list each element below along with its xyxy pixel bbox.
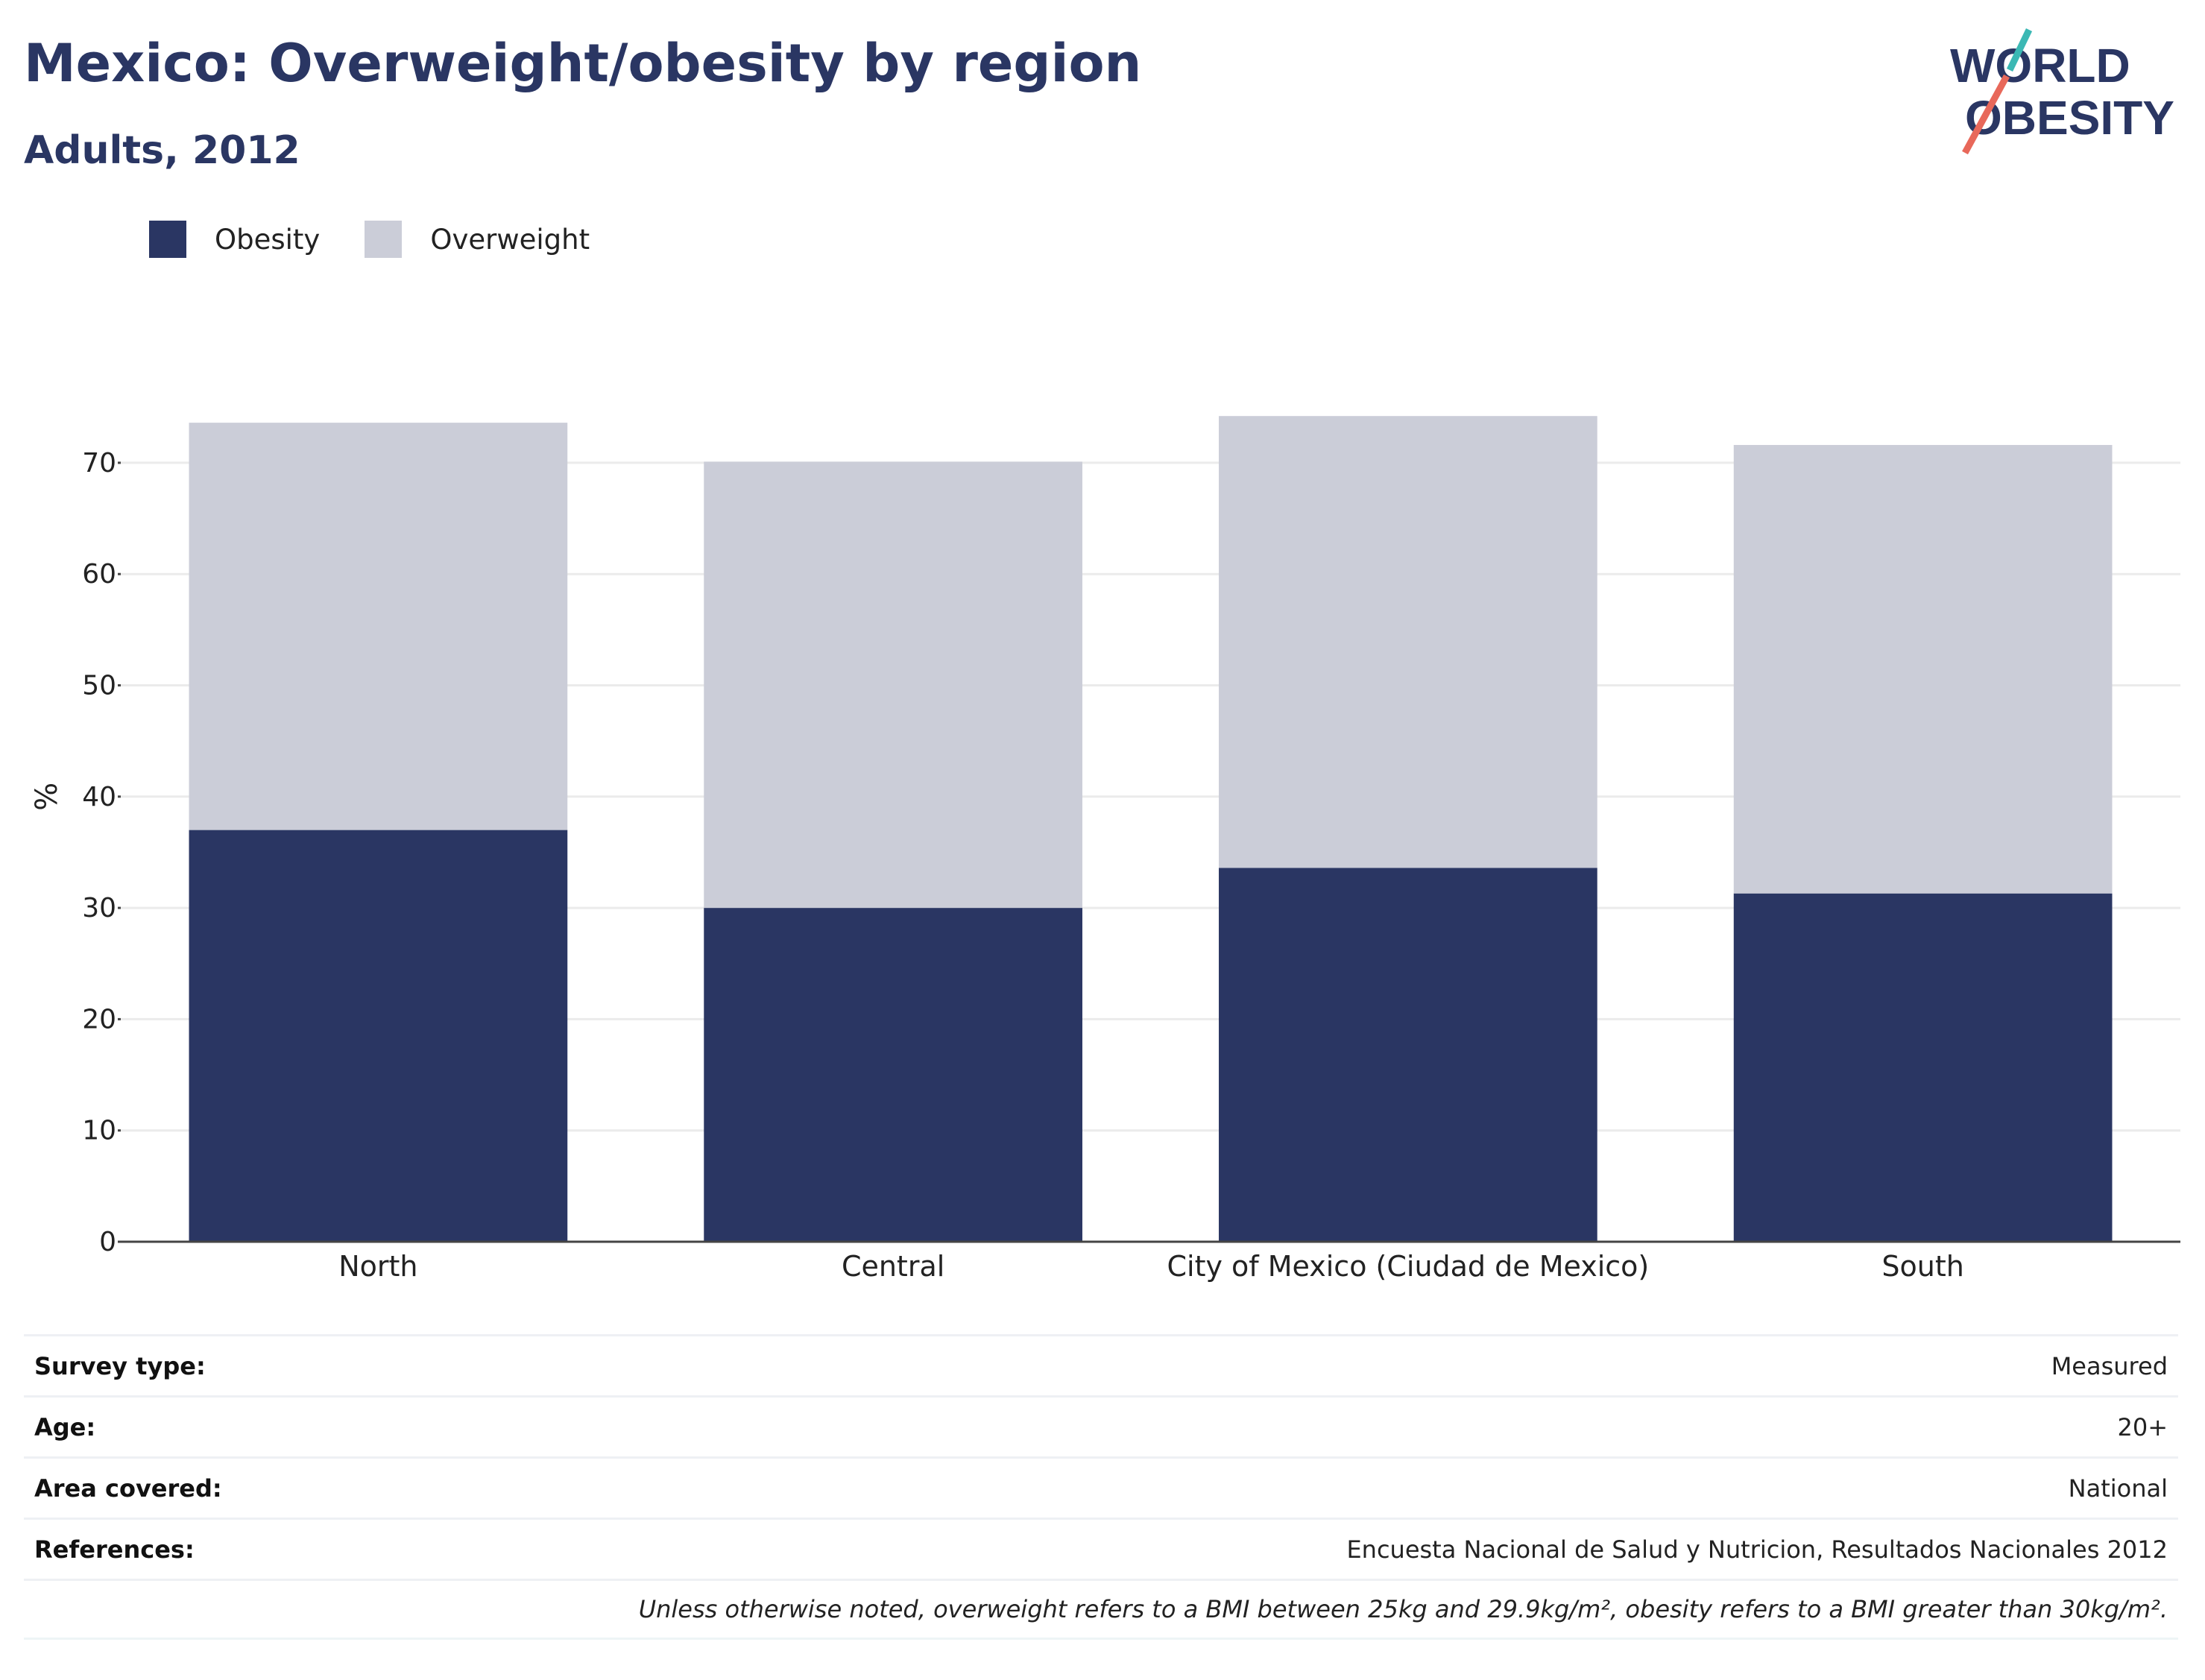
- y-tick-label: 40: [82, 782, 116, 812]
- meta-row-note: Unless otherwise noted, overweight refer…: [24, 1579, 2178, 1640]
- legend-label-obesity: Obesity: [215, 223, 321, 256]
- x-tick-label: Central: [842, 1250, 944, 1283]
- world-obesity-logo: WORLD OBESITY: [1950, 28, 2174, 155]
- y-axis-label: %: [30, 783, 64, 811]
- logo-slash-teal: [2006, 28, 2033, 72]
- meta-row-references: References: Encuesta Nacional de Salud y…: [24, 1518, 2178, 1579]
- definition-note: Unless otherwise noted, overweight refer…: [638, 1595, 2168, 1623]
- meta-value: National: [2068, 1474, 2168, 1503]
- bar-overweight-1: [704, 461, 1082, 909]
- y-tick-label: 50: [82, 671, 116, 701]
- y-tick-label: 30: [82, 893, 116, 923]
- meta-value: 20+: [2117, 1412, 2168, 1441]
- meta-row-survey-type: Survey type: Measured: [24, 1334, 2178, 1395]
- legend-swatch-obesity: [149, 221, 186, 258]
- meta-label: References:: [34, 1535, 195, 1564]
- y-tick-label: 10: [82, 1116, 116, 1146]
- bar-obesity-2: [1219, 868, 1597, 1242]
- chart-subtitle: Adults, 2012: [24, 128, 300, 173]
- y-tick-label: 20: [82, 1004, 116, 1035]
- legend-item-overweight[interactable]: Overweight: [365, 221, 590, 258]
- logo-slash-coral: [1962, 74, 2010, 155]
- metadata-table: Survey type: Measured Age: 20+ Area cove…: [24, 1334, 2178, 1640]
- bar-obesity-3: [1733, 893, 2113, 1242]
- chart-legend: Obesity Overweight: [149, 221, 634, 258]
- meta-row-age: Age: 20+: [24, 1395, 2178, 1456]
- meta-value: Encuesta Nacional de Salud y Nutricion, …: [1346, 1535, 2168, 1564]
- bar-overweight-3: [1733, 445, 2113, 894]
- stacked-bar-chart: 0 10 20 30 40 50 60 70% North Central City of Mexi…: [30, 416, 2180, 1283]
- legend-swatch-overweight: [365, 221, 403, 258]
- logo-line-1: WORLD: [1950, 39, 2130, 92]
- legend-label-overweight: Overweight: [430, 223, 590, 256]
- logo-line-2: OBESITY: [1965, 91, 2174, 145]
- bar-obesity-1: [704, 908, 1082, 1242]
- x-tick-label: North: [338, 1250, 417, 1283]
- meta-label: Age:: [34, 1412, 96, 1441]
- meta-row-area-covered: Area covered: National: [24, 1456, 2178, 1518]
- meta-label: Survey type:: [34, 1351, 206, 1380]
- x-tick-label: South: [1881, 1250, 1963, 1283]
- meta-label: Area covered:: [34, 1474, 222, 1503]
- y-tick-label: 0: [99, 1227, 116, 1257]
- chart-title: Mexico: Overweight/obesity by region: [24, 33, 1142, 94]
- bar-obesity-0: [189, 830, 568, 1242]
- meta-value: Measured: [2051, 1351, 2168, 1380]
- bar-overweight-2: [1219, 416, 1597, 868]
- bar-overweight-0: [189, 423, 568, 830]
- x-tick-label: City of Mexico (Ciudad de Mexico): [1167, 1250, 1650, 1283]
- y-tick-label: 60: [82, 559, 116, 590]
- y-tick-label: 70: [82, 448, 116, 479]
- legend-item-obesity[interactable]: Obesity: [149, 221, 320, 258]
